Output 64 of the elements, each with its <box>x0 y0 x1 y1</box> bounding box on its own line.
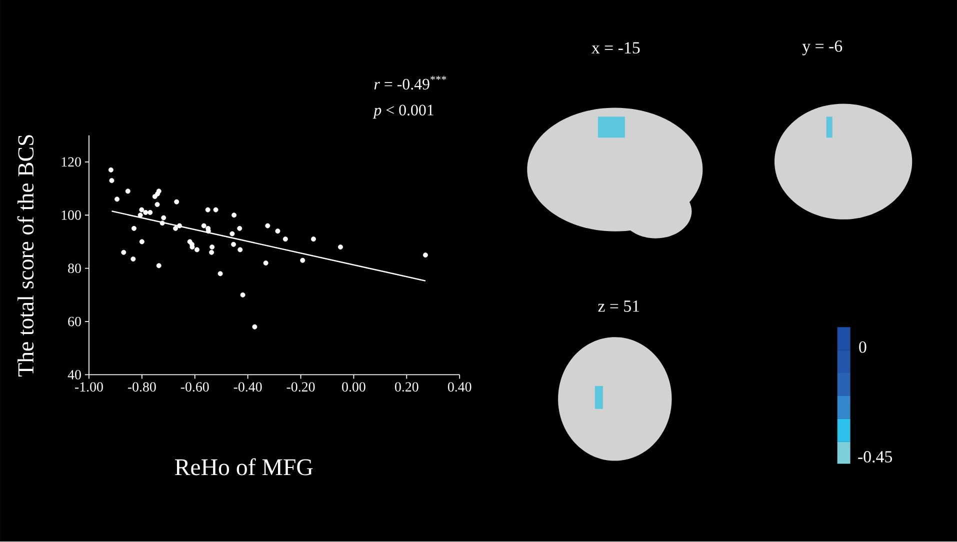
point <box>161 216 166 220</box>
point <box>194 247 200 252</box>
text: r = -0.49$^{***}$ <box>374 76 446 90</box>
point <box>156 263 162 268</box>
point <box>125 188 130 194</box>
x-tick-label: 0.00 <box>342 382 366 392</box>
point <box>300 258 306 264</box>
y-axis-title: The total score of the BCS <box>17 135 34 377</box>
point <box>156 188 162 194</box>
point <box>275 228 280 234</box>
point <box>138 212 143 218</box>
point <box>263 260 268 266</box>
point <box>160 220 165 226</box>
point <box>205 208 210 213</box>
text: z = 51 <box>598 300 640 312</box>
x-tick-label: -0.80 <box>128 382 156 392</box>
point <box>143 210 148 216</box>
point <box>218 271 223 276</box>
point <box>265 223 270 228</box>
y-tick-label: 40 <box>68 370 81 380</box>
point <box>238 247 243 252</box>
point <box>213 208 218 213</box>
point <box>240 292 246 298</box>
y-tick-label: 60 <box>68 317 81 326</box>
text: 0 <box>859 342 866 353</box>
text: y = -6 <box>802 40 842 56</box>
x-tick-label: 0.40 <box>448 382 472 392</box>
point <box>310 236 316 242</box>
point <box>210 244 215 250</box>
point <box>174 200 180 205</box>
x-tick-label: -0.60 <box>180 382 209 392</box>
x-axis-title: ReHo of MFG <box>174 458 313 476</box>
point <box>422 252 428 258</box>
point <box>282 236 288 242</box>
x-tick-label: -1.00 <box>74 382 103 392</box>
text: -0.45 <box>858 451 892 463</box>
point <box>201 223 206 228</box>
point <box>121 250 126 256</box>
point <box>338 244 343 250</box>
text: x = -15 <box>592 42 640 54</box>
point <box>231 242 236 248</box>
text: p < 0.001 <box>372 104 434 119</box>
point <box>148 210 153 216</box>
point <box>131 226 136 232</box>
point <box>252 324 258 330</box>
point <box>114 196 120 202</box>
point <box>209 250 214 256</box>
point <box>237 226 242 232</box>
point <box>232 212 237 218</box>
point <box>230 231 235 236</box>
x-tick-label: 0.20 <box>395 382 418 392</box>
point <box>139 208 144 213</box>
y-tick-label: 120 <box>62 157 81 167</box>
point <box>177 223 182 228</box>
point <box>109 178 114 184</box>
point <box>130 256 136 262</box>
point <box>173 226 178 232</box>
x-tick-label: -0.20 <box>286 382 315 392</box>
point <box>108 168 114 173</box>
point <box>154 202 160 208</box>
point <box>139 239 144 244</box>
y-tick-label: 80 <box>68 264 81 274</box>
y-tick-label: 100 <box>62 210 81 220</box>
x-tick-label: -0.40 <box>234 382 262 392</box>
